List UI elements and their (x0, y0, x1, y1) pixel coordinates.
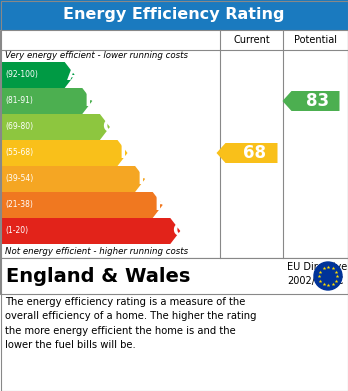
Polygon shape (2, 88, 92, 114)
Text: 68: 68 (243, 144, 266, 162)
Text: (55-68): (55-68) (5, 149, 33, 158)
Polygon shape (2, 114, 110, 140)
Text: (21-38): (21-38) (5, 201, 33, 210)
Text: F: F (155, 196, 167, 214)
Text: E: E (137, 170, 149, 188)
Polygon shape (2, 192, 163, 218)
FancyBboxPatch shape (0, 258, 348, 294)
Text: G: G (172, 222, 187, 240)
Text: England & Wales: England & Wales (6, 267, 190, 285)
Text: (81-91): (81-91) (5, 97, 33, 106)
Text: A: A (67, 66, 81, 84)
Text: Current: Current (233, 35, 270, 45)
Polygon shape (2, 62, 75, 88)
Text: (92-100): (92-100) (5, 70, 38, 79)
Polygon shape (2, 166, 145, 192)
Polygon shape (2, 218, 180, 244)
FancyBboxPatch shape (0, 30, 348, 258)
Text: Potential: Potential (294, 35, 337, 45)
FancyBboxPatch shape (0, 0, 348, 30)
Text: C: C (102, 118, 115, 136)
Text: Not energy efficient - higher running costs: Not energy efficient - higher running co… (5, 246, 188, 255)
Circle shape (314, 262, 342, 290)
Text: Very energy efficient - lower running costs: Very energy efficient - lower running co… (5, 52, 188, 61)
Text: 83: 83 (306, 92, 329, 110)
Text: B: B (84, 92, 98, 110)
Polygon shape (2, 140, 127, 166)
Text: (39-54): (39-54) (5, 174, 33, 183)
Polygon shape (283, 91, 340, 111)
Text: D: D (119, 144, 134, 162)
Text: Energy Efficiency Rating: Energy Efficiency Rating (63, 7, 285, 23)
Text: The energy efficiency rating is a measure of the
overall efficiency of a home. T: The energy efficiency rating is a measur… (5, 297, 256, 350)
Text: (69-80): (69-80) (5, 122, 33, 131)
Polygon shape (216, 143, 277, 163)
Text: EU Directive
2002/91/EC: EU Directive 2002/91/EC (287, 262, 347, 286)
Text: (1-20): (1-20) (5, 226, 28, 235)
